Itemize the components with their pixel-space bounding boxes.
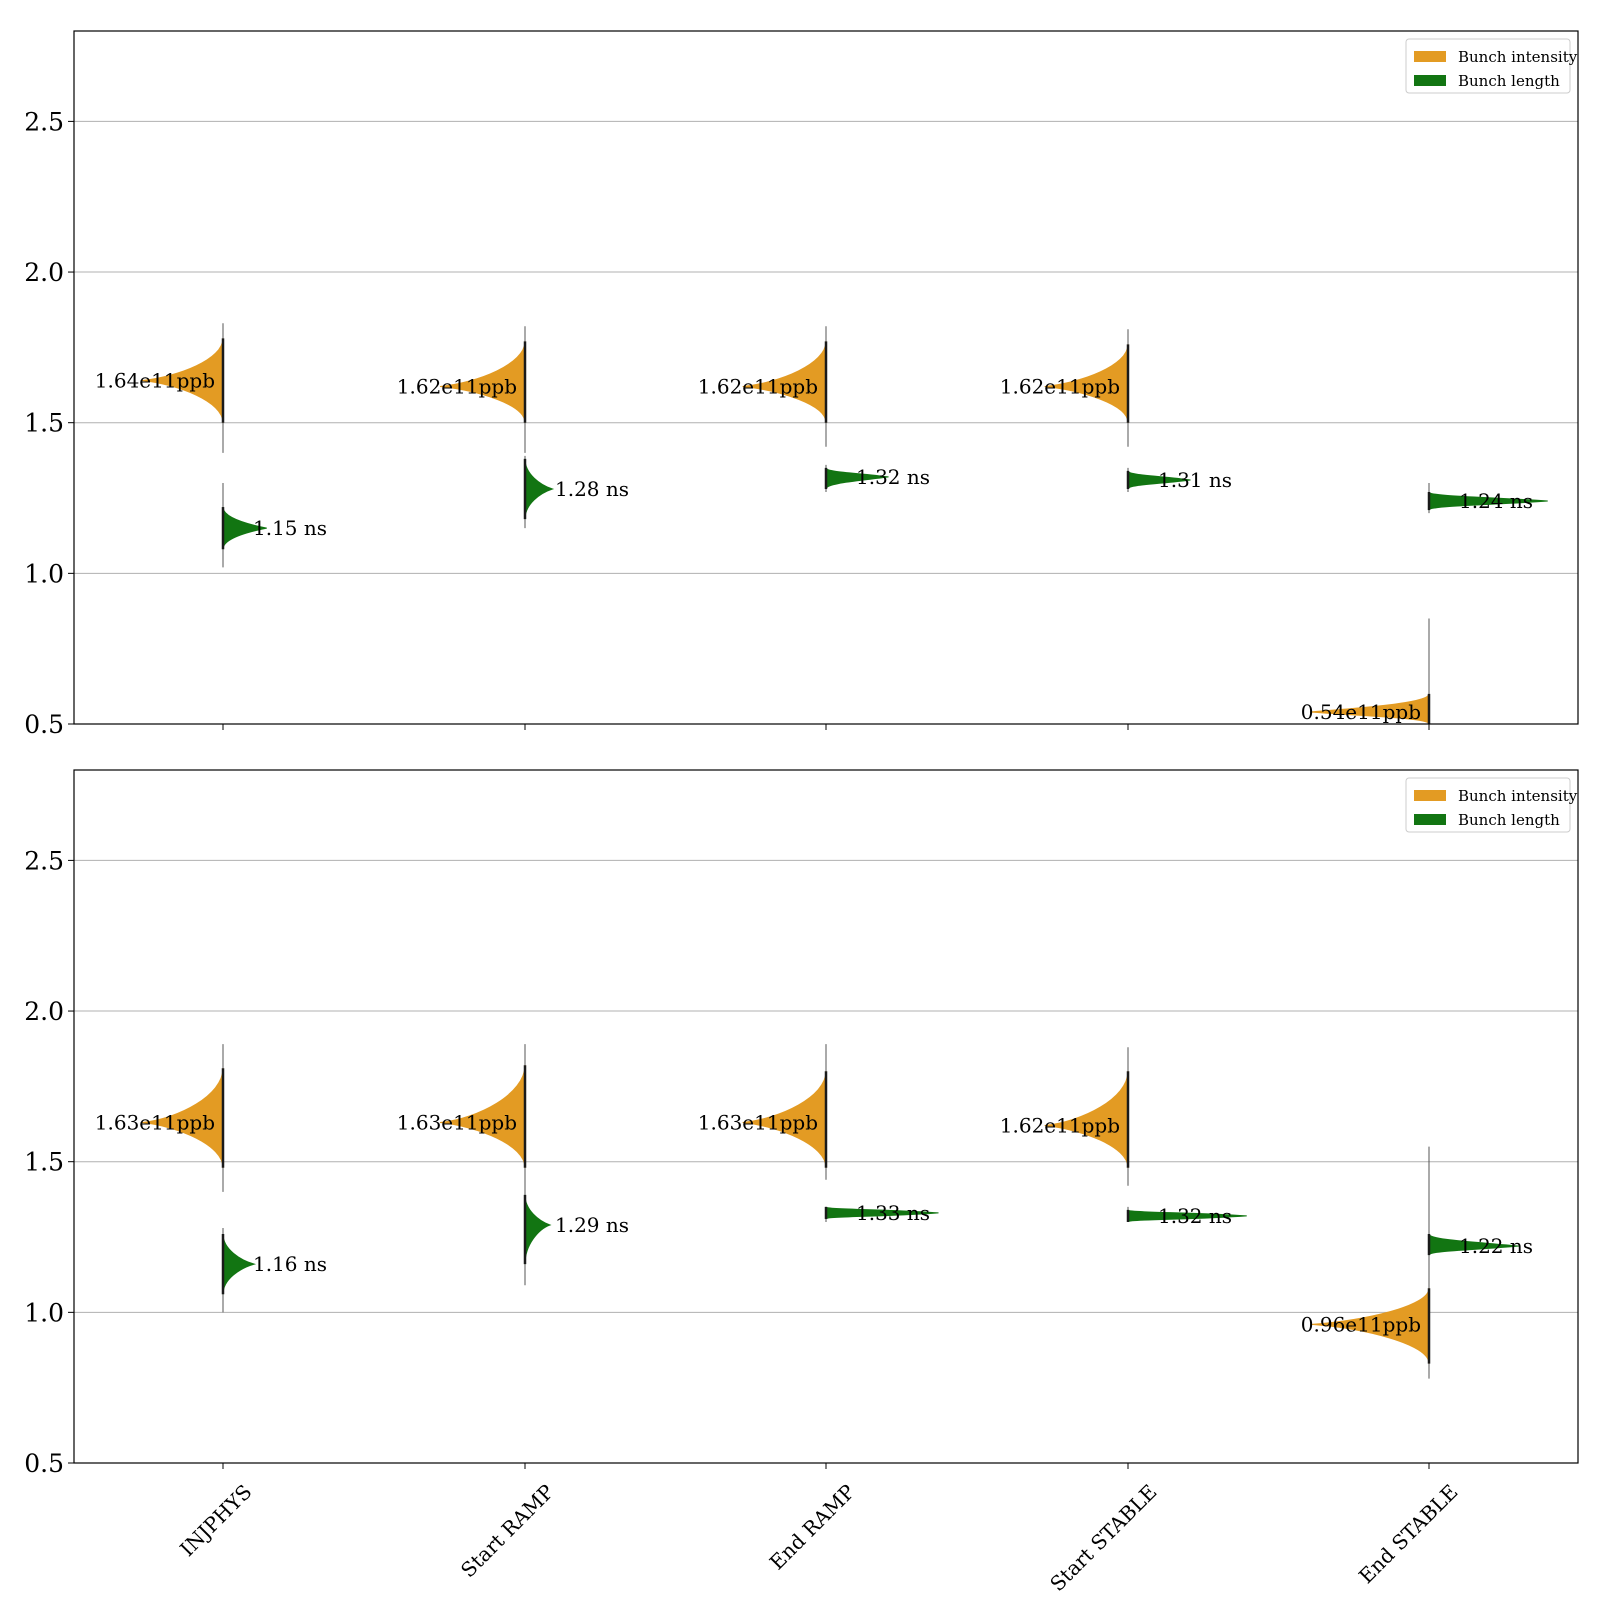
legend-box xyxy=(1405,777,1571,833)
violin-intensity-2 xyxy=(439,1065,526,1168)
value-label: 1.62e11ppb xyxy=(397,375,517,399)
y-tick-label: 1.5 xyxy=(24,409,64,438)
violin-intensity-4 xyxy=(1044,344,1129,423)
panel-2: 0.5 1.0 1.5 2.0 2.5 1.63e11ppb 1.63e11ppb 1.63e… xyxy=(24,769,1579,1596)
value-label: 0.54e11ppb xyxy=(1301,700,1421,724)
y-tick-label: 2.5 xyxy=(24,846,64,875)
legend: Bunch intensity Bunch length xyxy=(1405,38,1578,94)
violin-length-1 xyxy=(222,1233,257,1295)
legend-swatch xyxy=(1414,75,1446,86)
y-tick-label: 2.5 xyxy=(24,107,64,136)
violin-length-5 xyxy=(1428,491,1548,511)
value-label: 1.24 ns xyxy=(1459,489,1533,513)
violin-intensity-5 xyxy=(1311,1288,1430,1364)
y-tick-label: 1.5 xyxy=(24,1148,64,1177)
value-label: 0.96e11ppb xyxy=(1301,1312,1421,1336)
x-tick-label: End RAMP xyxy=(765,1480,860,1575)
panel-1: 0.5 1.0 1.5 2.0 2.5 1.64e11ppb 1.62e11ppb 1.62e… xyxy=(24,30,1579,739)
y-tick-label: 2.0 xyxy=(24,258,64,287)
value-label: 1.62e11ppb xyxy=(698,375,818,399)
violin-length-4 xyxy=(1127,1209,1247,1223)
violin-intensity-4 xyxy=(1044,1071,1129,1168)
value-label: 1.16 ns xyxy=(253,1252,327,1276)
violin-intensity-5 xyxy=(1309,693,1430,725)
x-tick-label: Start RAMP xyxy=(456,1480,559,1583)
value-label: 1.63e11ppb xyxy=(698,1111,818,1135)
violin-length-2 xyxy=(524,1194,552,1265)
value-label: 1.29 ns xyxy=(555,1213,629,1237)
y-tick-label: 0.5 xyxy=(24,710,64,739)
violin-intensity-3 xyxy=(742,341,827,423)
value-label: 1.28 ns xyxy=(555,477,629,501)
legend-box xyxy=(1405,38,1571,94)
y-tick-label: 1.0 xyxy=(24,559,64,588)
violin-length-5 xyxy=(1428,1233,1520,1256)
legend-swatch xyxy=(1414,790,1446,801)
value-label: 1.62e11ppb xyxy=(1000,375,1120,399)
value-label: 1.33 ns xyxy=(856,1201,930,1225)
legend: Bunch intensity Bunch length xyxy=(1405,777,1578,833)
violin-length-3 xyxy=(825,1206,939,1220)
value-label: 1.62e11ppb xyxy=(1000,1114,1120,1138)
y-tick-label: 0.5 xyxy=(24,1449,64,1478)
value-label: 1.15 ns xyxy=(253,516,327,540)
legend-label: Bunch length xyxy=(1458,811,1560,829)
x-tick-label: Start STABLE xyxy=(1045,1480,1161,1596)
value-label: 1.32 ns xyxy=(856,465,930,489)
axes-frame xyxy=(73,769,1579,1464)
x-tick-label: End STABLE xyxy=(1354,1480,1463,1589)
value-label: 1.31 ns xyxy=(1158,468,1232,492)
legend-swatch xyxy=(1414,51,1446,62)
value-label: 1.32 ns xyxy=(1158,1204,1232,1228)
violin-length-3 xyxy=(825,467,889,490)
axes-frame xyxy=(73,30,1579,725)
value-label: 1.64e11ppb xyxy=(95,369,215,393)
violin-length-2 xyxy=(524,458,555,520)
violin-length-1 xyxy=(222,506,267,550)
violin-length-4 xyxy=(1127,470,1191,490)
value-label: 1.63e11ppb xyxy=(95,1111,215,1135)
violin-intensity-2 xyxy=(439,341,526,423)
legend-label: Bunch intensity xyxy=(1458,48,1578,66)
violin-intensity-3 xyxy=(742,1071,827,1168)
legend-label: Bunch length xyxy=(1458,72,1560,90)
y-tick-label: 2.0 xyxy=(24,997,64,1026)
violin-intensity-1 xyxy=(142,1068,224,1168)
legend-swatch xyxy=(1414,814,1446,825)
value-label: 1.22 ns xyxy=(1459,1234,1533,1258)
x-tick-label: INJPHYS xyxy=(175,1480,256,1561)
violin-intensity-1 xyxy=(142,338,224,423)
legend-label: Bunch intensity xyxy=(1458,787,1578,805)
value-label: 1.63e11ppb xyxy=(397,1111,517,1135)
y-tick-label: 1.0 xyxy=(24,1298,64,1327)
